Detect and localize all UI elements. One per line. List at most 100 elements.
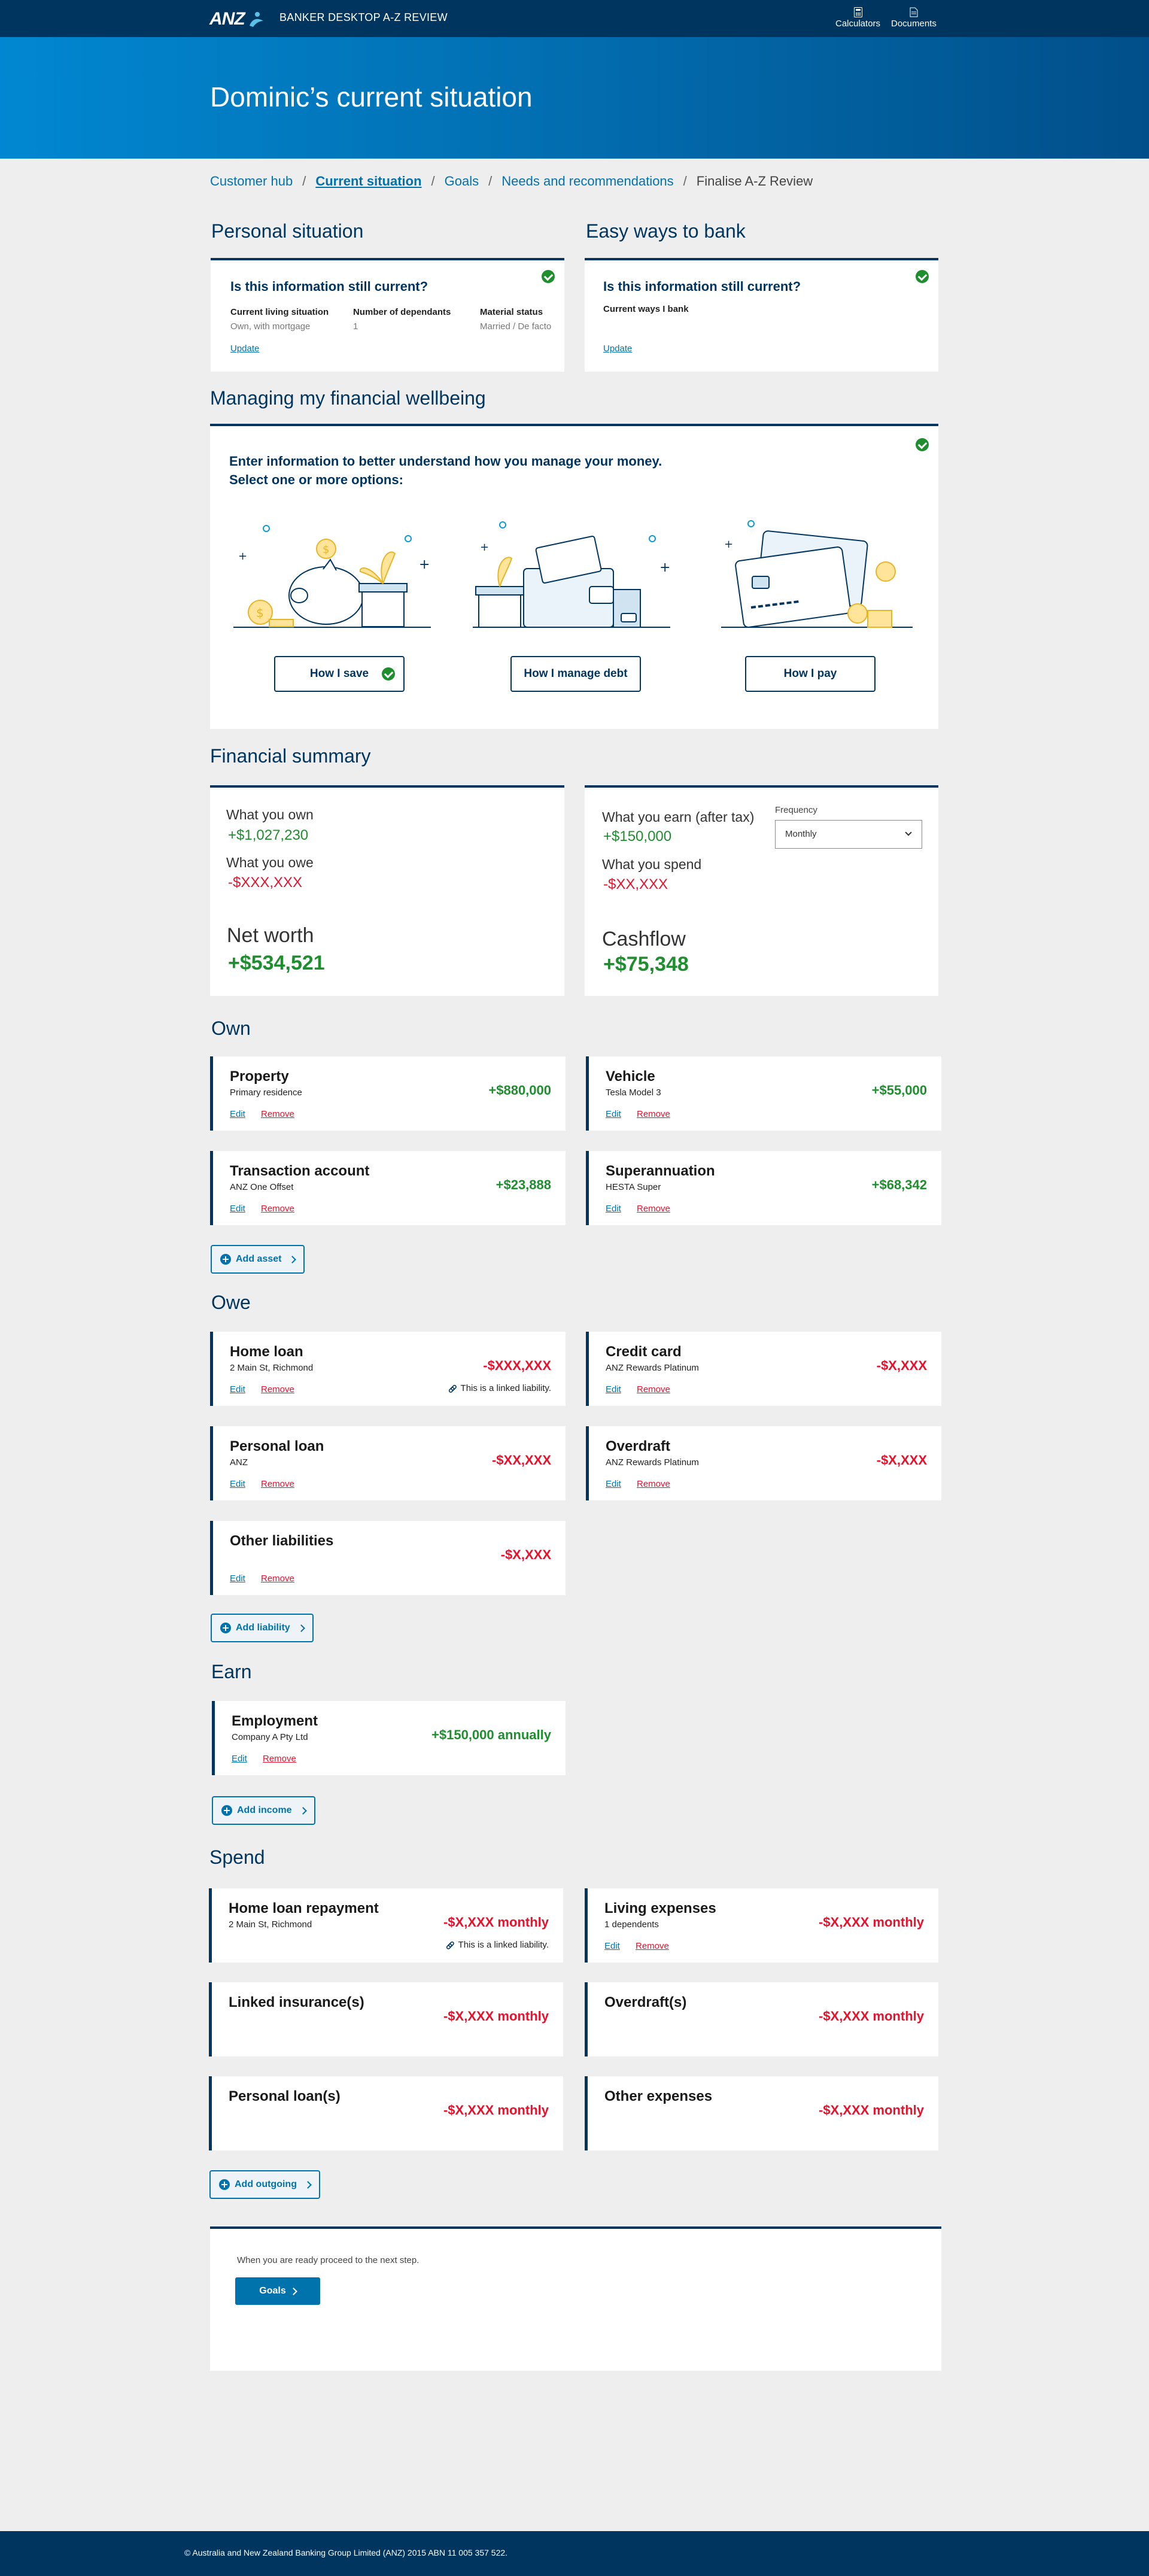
remove-link[interactable]: Remove (261, 1384, 294, 1395)
cashflow-label: Cashflow (602, 928, 686, 950)
calculators-button[interactable]: Calculators (835, 7, 880, 29)
remove-link[interactable]: Remove (263, 1754, 296, 1764)
update-link[interactable]: Update (230, 344, 260, 354)
how-i-pay-button[interactable]: How I pay (745, 656, 876, 692)
frequency-value: Monthly (785, 829, 817, 839)
item-amount: +$880,000 (488, 1083, 551, 1098)
update-link[interactable]: Update (603, 344, 633, 354)
liability-credit-card: Credit card ANZ Rewards Platinum -$X,XXX… (586, 1332, 941, 1406)
field-label: Current living situation (230, 307, 329, 317)
remove-link[interactable]: Remove (637, 1109, 670, 1119)
edit-link[interactable]: Edit (232, 1754, 247, 1764)
wallet-illustration: + + (473, 521, 670, 628)
remove-link[interactable]: Remove (261, 1479, 294, 1489)
item-title: Vehicle (606, 1068, 655, 1085)
svg-text:+: + (419, 557, 430, 572)
anz-person-icon (249, 12, 263, 27)
plus-icon (220, 1623, 231, 1633)
item-amount: -$X,XXX monthly (818, 2103, 924, 2118)
liability-other: Other liabilities -$X,XXX Edit Remove (210, 1521, 566, 1595)
svg-text:+: + (480, 541, 489, 554)
check-icon (916, 438, 929, 451)
item-title: Property (230, 1068, 289, 1085)
edit-link[interactable]: Edit (230, 1573, 245, 1584)
personal-question: Is this information still current? (230, 279, 428, 294)
edit-link[interactable]: Edit (230, 1204, 245, 1214)
remove-link[interactable]: Remove (261, 1573, 294, 1584)
goals-button[interactable]: Goals (235, 2277, 320, 2305)
outgoing-overdrafts: Overdraft(s) -$X,XXX monthly (585, 1982, 938, 2056)
edit-link[interactable]: Edit (230, 1479, 245, 1489)
item-title: Credit card (606, 1344, 682, 1360)
wellbeing-intro: Enter information to better understand h… (229, 454, 662, 469)
item-subtitle: Primary residence (230, 1087, 302, 1098)
item-subtitle: ANZ One Offset (230, 1182, 294, 1192)
crumb-separator: / (302, 174, 306, 189)
item-amount: -$X,XXX monthly (818, 1915, 924, 1930)
item-amount: +$150,000 annually (431, 1727, 551, 1742)
remove-link[interactable]: Remove (637, 1204, 670, 1214)
field-value: Married / De facto (480, 321, 552, 332)
crumb-needs[interactable]: Needs and recommendations (501, 174, 674, 189)
liability-overdraft: Overdraft ANZ Rewards Platinum -$X,XXX E… (586, 1426, 941, 1500)
frequency-select[interactable]: Monthly (775, 820, 922, 849)
item-title: Transaction account (230, 1163, 370, 1179)
item-title: Living expenses (604, 1900, 716, 1916)
crumb-finalise[interactable]: Finalise A-Z Review (696, 174, 813, 189)
item-title: Home loan (230, 1344, 303, 1360)
add-outgoing-button[interactable]: Add outgoing (209, 2170, 320, 2199)
edit-link[interactable]: Edit (606, 1204, 621, 1214)
add-liability-button[interactable]: Add liability (211, 1614, 314, 1642)
item-title: Other expenses (604, 2088, 713, 2104)
add-asset-button[interactable]: Add asset (211, 1245, 305, 1274)
field-value: Own, with mortgage (230, 321, 311, 332)
remove-link[interactable]: Remove (637, 1479, 670, 1489)
item-subtitle: Tesla Model 3 (606, 1087, 661, 1098)
remove-link[interactable]: Remove (636, 1941, 669, 1951)
add-liability-label: Add liability (236, 1623, 290, 1633)
edit-link[interactable]: Edit (606, 1109, 621, 1119)
item-title: Home loan repayment (229, 1900, 379, 1916)
edit-link[interactable]: Edit (230, 1384, 245, 1395)
edit-link[interactable]: Edit (606, 1384, 621, 1395)
remove-link[interactable]: Remove (637, 1384, 670, 1395)
calculator-icon (853, 7, 862, 17)
earn-label: What you earn (after tax) (602, 809, 755, 825)
crumb-separator: / (683, 174, 687, 189)
item-subtitle: ANZ (230, 1457, 248, 1468)
documents-button[interactable]: Documents (891, 7, 937, 29)
easy-ways-title: Easy ways to bank (586, 220, 746, 242)
how-i-manage-debt-button[interactable]: How I manage debt (510, 656, 641, 692)
asset-property: Property Primary residence +$880,000 Edi… (210, 1056, 566, 1131)
link-icon (446, 1941, 454, 1949)
spend-title: Spend (209, 1846, 265, 1868)
anz-logo[interactable]: ANZ (209, 9, 265, 29)
edit-link[interactable]: Edit (604, 1941, 620, 1951)
check-icon (542, 270, 555, 283)
earn-title: Earn (211, 1661, 252, 1682)
chevron-right-icon (297, 1624, 305, 1632)
documents-label: Documents (891, 19, 937, 29)
crumb-goals[interactable]: Goals (444, 174, 479, 189)
cards-illustration: + (721, 520, 913, 628)
item-amount: -$XXX,XXX (483, 1358, 551, 1373)
logo-text: ANZ (209, 9, 245, 29)
check-icon (916, 270, 929, 283)
remove-link[interactable]: Remove (261, 1109, 294, 1119)
crumb-customer-hub[interactable]: Customer hub (210, 174, 293, 189)
app-title: BANKER DESKTOP A-Z REVIEW (279, 11, 448, 23)
edit-link[interactable]: Edit (230, 1109, 245, 1119)
item-amount: -$X,XXX monthly (443, 2009, 549, 2024)
crumb-current-situation[interactable]: Current situation (315, 174, 422, 189)
edit-link[interactable]: Edit (606, 1479, 621, 1489)
owe-title: Owe (211, 1292, 251, 1313)
item-title: Employment (232, 1713, 318, 1729)
svg-text:$: $ (256, 606, 264, 620)
svg-text:$: $ (323, 543, 329, 556)
how-i-save-button[interactable]: How I save (274, 656, 405, 692)
remove-link[interactable]: Remove (261, 1204, 294, 1214)
piggy-bank-illustration: $ $ + + (233, 525, 431, 628)
item-title: Personal loan (230, 1438, 324, 1454)
add-income-button[interactable]: Add income (212, 1796, 315, 1825)
easy-question: Is this information still current? (603, 279, 801, 294)
